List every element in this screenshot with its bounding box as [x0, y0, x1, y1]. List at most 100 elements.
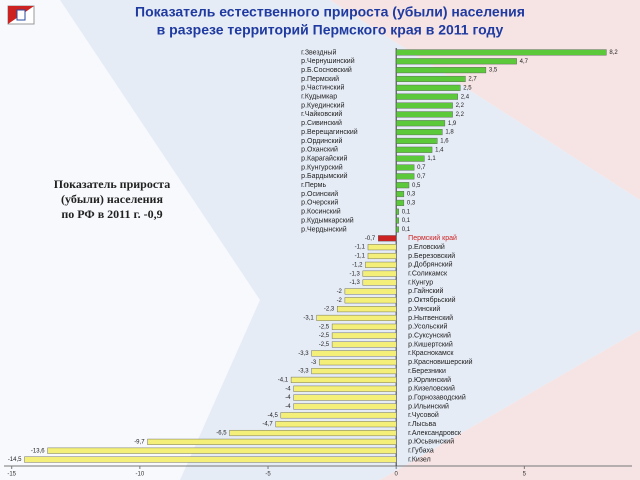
value-label: -3,3 [298, 351, 309, 357]
category-label: р.Уинский [408, 305, 440, 313]
category-label: р.Очерский [301, 199, 338, 207]
category-label: р.Добрянский [408, 261, 453, 269]
value-label: 4,7 [520, 59, 529, 65]
bg-blue [60, 0, 640, 480]
value-label: -2,5 [319, 324, 330, 330]
bar [290, 376, 397, 383]
category-label: г.Кизел [408, 456, 431, 463]
bar [395, 84, 461, 91]
value-label: 3,5 [489, 68, 498, 74]
bg-red [380, 330, 640, 480]
bar [395, 155, 425, 162]
bar [24, 456, 397, 463]
bar [365, 261, 397, 268]
category-label: р.Б.Сосновский [301, 66, 352, 74]
category-label: г.Соликамск [408, 271, 448, 278]
value-label: 0,3 [407, 200, 416, 206]
category-label: р.Усольский [408, 323, 447, 331]
x-tick-label: -5 [265, 472, 271, 478]
category-label: г.Чусовой [408, 411, 439, 419]
category-label: г.Березники [408, 368, 446, 375]
logo-shield [16, 9, 26, 21]
chart-subtitle: в разрезе территорий Пермского края в 20… [157, 22, 504, 38]
x-tick-label: 0 [395, 472, 399, 478]
value-label: -2 [337, 289, 343, 295]
value-label: 0,7 [417, 165, 426, 171]
x-tick-label: 5 [523, 472, 527, 478]
bar [395, 120, 446, 127]
value-label: 8,2 [609, 50, 618, 56]
category-label: г.Краснокамск [408, 350, 454, 357]
category-label: р.Горнозаводский [408, 393, 466, 401]
value-label: -1,3 [350, 280, 361, 286]
value-label: -3,1 [303, 316, 314, 322]
x-tick-label: -15 [7, 472, 16, 478]
category-label: р.Суксунский [408, 332, 451, 340]
value-label: -2,3 [324, 307, 335, 313]
value-label: -4 [285, 395, 291, 401]
x-tick-label: -10 [136, 472, 145, 478]
value-label: -3 [311, 360, 317, 366]
bar [331, 323, 397, 330]
bar [293, 403, 397, 410]
category-label: р.Карагайский [301, 154, 347, 162]
bar [311, 368, 397, 375]
category-label: р.Ильинский [408, 402, 449, 410]
category-label: р.Еловский [408, 243, 445, 251]
bar [395, 146, 433, 153]
value-label: 0,1 [402, 227, 411, 233]
bar [395, 226, 399, 233]
value-label: 2,5 [463, 85, 472, 91]
bar [395, 58, 517, 65]
bar [331, 341, 397, 348]
bar [395, 93, 458, 100]
category-label: р.Нытвенский [408, 314, 453, 322]
category-label: р.Оханский [301, 146, 338, 154]
bar [395, 102, 453, 109]
category-label: р.Чернушинский [301, 57, 355, 65]
category-label: г.Чайковский [301, 110, 342, 118]
value-label: -1,2 [352, 262, 363, 268]
category-label: г.Лысьва [408, 421, 436, 428]
value-label: -2,5 [319, 342, 330, 348]
value-label: -1,1 [355, 254, 366, 260]
value-label: -1,1 [355, 245, 366, 251]
value-label: -9,7 [134, 439, 145, 445]
annotation: Показатель прироста [54, 177, 170, 191]
category-label: р.Верещагинский [301, 128, 358, 136]
bar [395, 129, 443, 136]
value-label: 0,1 [402, 218, 411, 224]
category-label: р.Гайнский [408, 287, 443, 295]
value-label: -14,5 [8, 457, 22, 463]
bar [337, 306, 397, 313]
bar [378, 235, 397, 242]
bar [344, 288, 397, 295]
category-label: г.Александровск [408, 430, 462, 437]
category-label: р.Березовский [408, 252, 455, 260]
bar [395, 208, 399, 215]
category-label: р.Куединский [301, 101, 344, 109]
value-label: -6,5 [216, 431, 227, 437]
value-label: 1,6 [440, 139, 449, 145]
bar [293, 394, 397, 401]
bar [280, 412, 397, 419]
category-label: р.Осинский [301, 190, 338, 198]
bar [395, 67, 487, 74]
value-label: 0,1 [402, 209, 411, 215]
category-label: р.Юрлинский [408, 376, 451, 384]
category-label: г.Звездный [301, 48, 336, 56]
bar [331, 332, 397, 339]
value-label: 1,1 [427, 156, 436, 162]
bar [229, 429, 397, 437]
value-label: 2,2 [456, 103, 465, 109]
bar [367, 244, 397, 251]
category-label: р.Красновишерский [408, 358, 472, 366]
category-label: г.Кудымкар [301, 94, 337, 101]
value-label: -2 [337, 298, 343, 304]
bar [395, 199, 405, 206]
category-label: р.Кизеловский [408, 385, 455, 393]
value-label: 0,5 [412, 183, 421, 189]
